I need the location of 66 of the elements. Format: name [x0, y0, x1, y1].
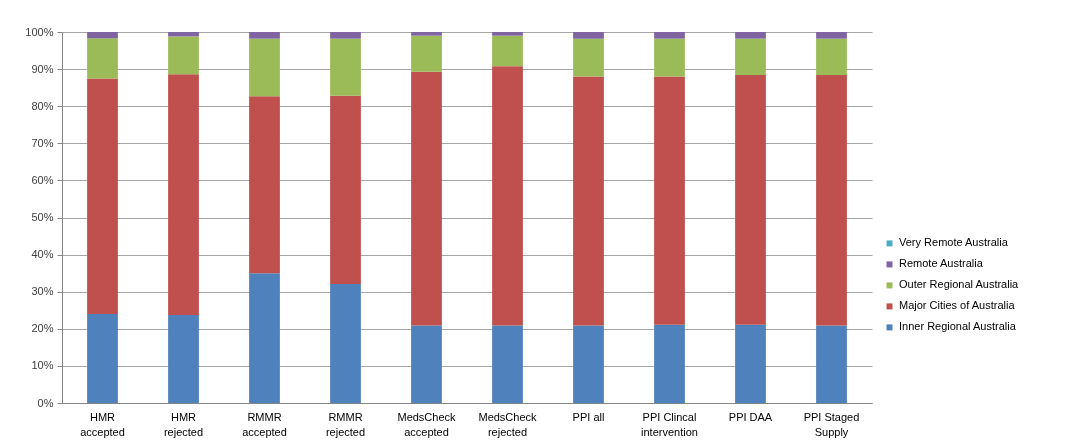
legend-label: Very Remote Australia — [899, 236, 1009, 249]
bar — [573, 32, 604, 39]
bar — [735, 324, 766, 403]
legend-label: Inner Regional Australia — [899, 320, 1017, 333]
x-tick-label: RMMR rejected — [325, 410, 366, 438]
bar — [411, 32, 442, 36]
bar — [816, 38, 847, 76]
y-tick-label: 30% — [31, 285, 54, 298]
bar — [573, 76, 604, 326]
y-tick-label: 60% — [31, 173, 54, 186]
bar — [249, 96, 280, 274]
bar — [87, 32, 118, 39]
y-tick-label: 90% — [31, 62, 54, 75]
y-tick-label: 40% — [31, 248, 54, 261]
bar — [816, 325, 847, 403]
y-tick-label: 0% — [37, 396, 54, 409]
x-tick-label: HMR rejected — [163, 410, 204, 438]
bar — [816, 32, 847, 39]
bar — [87, 38, 118, 79]
x-tick-label: PPI DAA — [728, 410, 773, 423]
bar — [492, 325, 523, 403]
bar — [330, 95, 361, 284]
bar — [654, 32, 685, 39]
bar — [411, 35, 442, 72]
x-tick-label: MedsCheck accepted — [397, 410, 457, 438]
bar — [168, 315, 199, 403]
y-tick-label: 20% — [31, 322, 54, 335]
bar — [492, 32, 523, 36]
y-tick-label: 10% — [31, 359, 54, 372]
y-tick-label: 80% — [31, 99, 54, 112]
x-tick-label: PPI Clincal intervention — [641, 410, 698, 438]
bar — [411, 325, 442, 403]
bar — [168, 74, 199, 316]
bar — [492, 66, 523, 326]
bar — [330, 32, 361, 39]
bar — [330, 38, 361, 96]
bar — [249, 273, 280, 403]
bar — [816, 75, 847, 326]
bar — [249, 38, 280, 97]
bar — [735, 75, 766, 325]
bar — [168, 32, 199, 37]
bar — [654, 38, 685, 77]
x-tick-label: RMMR accepted — [242, 410, 287, 438]
legend-label: Remote Australia — [899, 257, 984, 270]
bar — [573, 38, 604, 77]
bar — [735, 32, 766, 39]
bar — [330, 283, 361, 403]
bar — [573, 325, 604, 403]
x-tick-label: HMR accepted — [80, 410, 125, 438]
bar — [654, 324, 685, 403]
bar — [654, 76, 685, 325]
bar — [168, 36, 199, 75]
bar — [87, 78, 118, 314]
y-tick-label: 70% — [31, 136, 54, 149]
legend-label: Outer Regional Australia — [899, 278, 1020, 291]
bar — [492, 35, 523, 67]
bar — [411, 71, 442, 326]
x-tick-label: PPI all — [572, 410, 605, 423]
x-tick-label: PPI Staged Supply — [803, 410, 860, 438]
y-tick-label: 50% — [31, 211, 54, 223]
legend-label: Major Cities of Australia — [899, 299, 1016, 312]
bar — [249, 32, 280, 39]
bar — [87, 313, 118, 403]
x-tick-label: MedsCheck rejected — [478, 410, 538, 438]
y-tick-label: 100% — [25, 25, 54, 38]
bar — [735, 38, 766, 76]
